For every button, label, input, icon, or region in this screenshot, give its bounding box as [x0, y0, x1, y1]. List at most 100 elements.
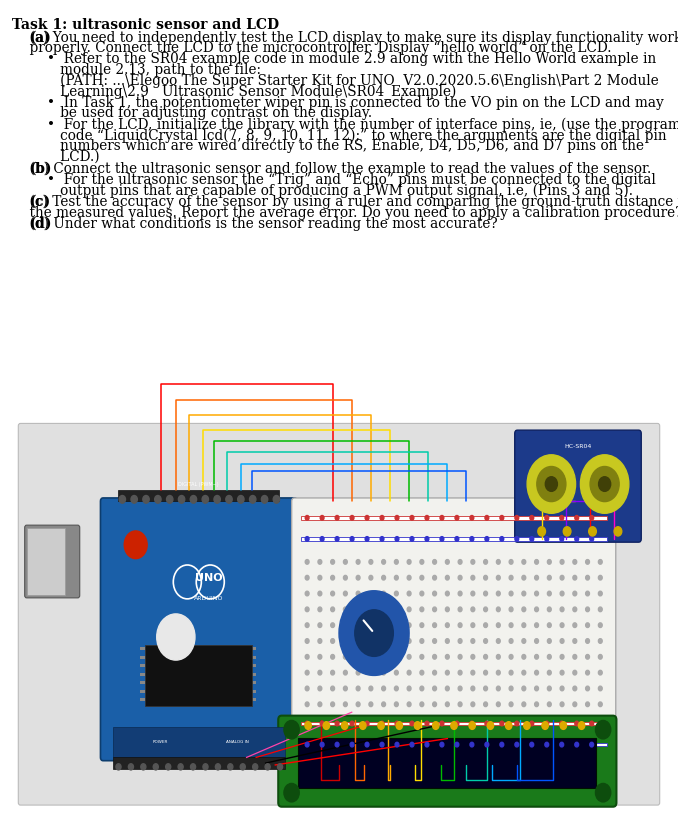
Circle shape [342, 722, 348, 730]
Circle shape [440, 515, 444, 520]
Circle shape [458, 686, 462, 690]
Circle shape [509, 559, 513, 564]
Circle shape [410, 515, 414, 520]
Circle shape [178, 495, 185, 503]
Circle shape [535, 639, 538, 643]
Circle shape [586, 623, 589, 627]
Circle shape [537, 467, 566, 501]
Circle shape [344, 654, 347, 659]
Circle shape [586, 639, 589, 643]
Circle shape [305, 722, 311, 730]
Circle shape [560, 686, 564, 690]
Circle shape [560, 670, 564, 675]
Circle shape [318, 576, 322, 580]
Circle shape [131, 495, 138, 503]
Circle shape [382, 576, 386, 580]
Circle shape [203, 764, 208, 770]
Circle shape [485, 722, 489, 726]
Circle shape [355, 610, 393, 656]
Circle shape [509, 639, 513, 643]
Circle shape [433, 623, 437, 627]
Text: properly. Connect the LCD to the microcontroller. Display “hello world” on the L: properly. Connect the LCD to the microco… [12, 41, 612, 55]
Circle shape [458, 623, 462, 627]
Circle shape [305, 591, 309, 596]
Circle shape [483, 639, 487, 643]
Circle shape [560, 536, 563, 541]
Circle shape [496, 686, 500, 690]
Circle shape [365, 722, 369, 726]
Circle shape [356, 702, 360, 707]
Circle shape [458, 639, 462, 643]
Circle shape [483, 591, 487, 596]
Circle shape [331, 702, 334, 707]
Circle shape [496, 702, 500, 707]
Circle shape [483, 623, 487, 627]
Circle shape [470, 536, 474, 541]
Circle shape [407, 702, 411, 707]
Text: output pins that are capable of producing a PWM output signal, i.e, (Pins 3 and : output pins that are capable of producin… [12, 183, 633, 198]
Text: (c): (c) [30, 195, 51, 209]
Circle shape [420, 576, 424, 580]
Bar [140, 647, 145, 650]
Circle shape [226, 495, 232, 503]
FancyBboxPatch shape [515, 430, 641, 542]
Circle shape [382, 654, 386, 659]
Circle shape [153, 764, 159, 770]
Circle shape [382, 623, 386, 627]
Circle shape [483, 559, 487, 564]
Circle shape [331, 670, 334, 675]
Circle shape [509, 576, 513, 580]
Circle shape [560, 559, 564, 564]
Circle shape [573, 670, 577, 675]
Circle shape [522, 559, 525, 564]
Circle shape [425, 722, 429, 726]
Bar [113, 758, 285, 769]
Circle shape [273, 495, 279, 503]
Circle shape [547, 623, 551, 627]
Circle shape [433, 576, 437, 580]
Circle shape [141, 764, 146, 770]
Circle shape [369, 654, 373, 659]
Circle shape [535, 654, 538, 659]
Circle shape [530, 515, 534, 520]
Text: module 2.13, path to the file:: module 2.13, path to the file: [12, 63, 261, 77]
Circle shape [586, 686, 589, 690]
Circle shape [356, 607, 360, 612]
Circle shape [420, 591, 424, 596]
Circle shape [483, 670, 487, 675]
Bar [251, 656, 256, 658]
Circle shape [318, 686, 322, 690]
Circle shape [331, 576, 334, 580]
Circle shape [496, 670, 500, 675]
Circle shape [522, 623, 525, 627]
Circle shape [365, 742, 369, 747]
Circle shape [547, 639, 551, 643]
Bar [301, 537, 607, 541]
Circle shape [356, 559, 360, 564]
Circle shape [344, 623, 347, 627]
Circle shape [157, 614, 195, 660]
Circle shape [471, 670, 475, 675]
Circle shape [509, 607, 513, 612]
Circle shape [433, 670, 437, 675]
Circle shape [407, 623, 411, 627]
Bar [26, 527, 65, 595]
Bar [113, 726, 285, 758]
Circle shape [535, 686, 538, 690]
Circle shape [496, 591, 500, 596]
Circle shape [471, 654, 475, 659]
Circle shape [350, 722, 354, 726]
Circle shape [365, 536, 369, 541]
Circle shape [515, 515, 519, 520]
Circle shape [471, 607, 475, 612]
Circle shape [573, 654, 577, 659]
Circle shape [522, 591, 525, 596]
Circle shape [356, 576, 360, 580]
Circle shape [318, 591, 322, 596]
Circle shape [471, 576, 475, 580]
Circle shape [500, 742, 504, 747]
Circle shape [586, 576, 589, 580]
Bar [251, 647, 256, 650]
Bar [301, 722, 607, 726]
Circle shape [455, 536, 459, 541]
